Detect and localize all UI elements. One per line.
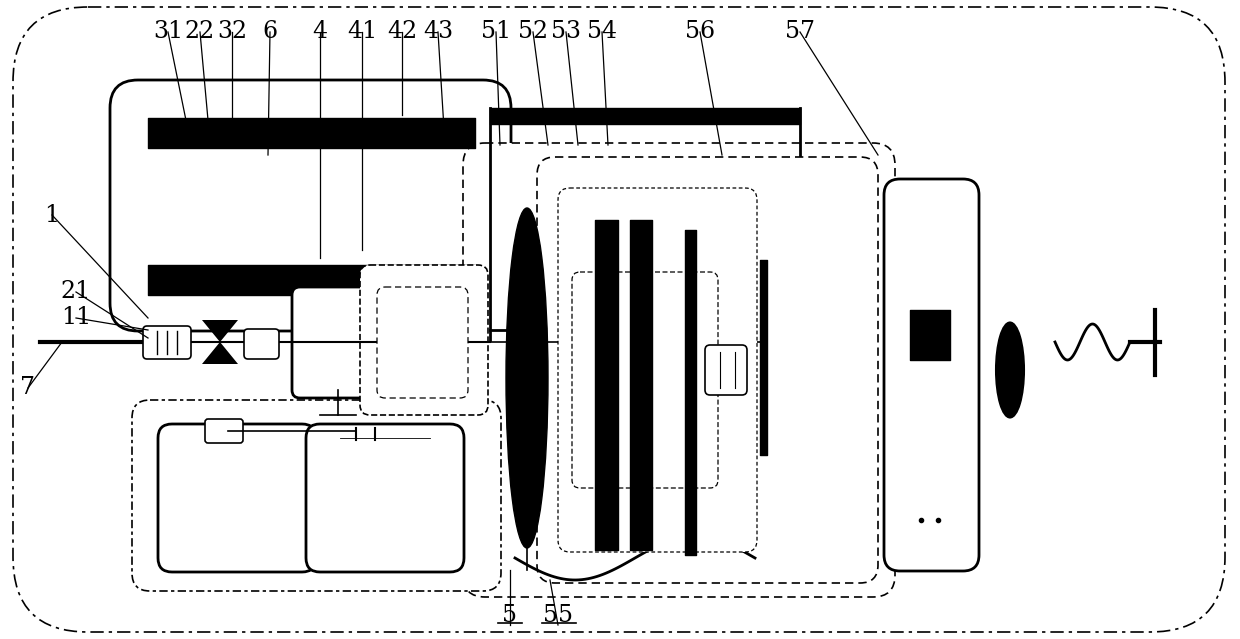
Text: 51: 51 bbox=[481, 20, 511, 43]
FancyBboxPatch shape bbox=[360, 265, 489, 415]
Text: 6: 6 bbox=[263, 20, 278, 43]
FancyBboxPatch shape bbox=[157, 424, 316, 572]
FancyBboxPatch shape bbox=[558, 188, 756, 552]
Text: 21: 21 bbox=[61, 281, 91, 304]
FancyBboxPatch shape bbox=[110, 80, 511, 331]
Text: 32: 32 bbox=[217, 20, 247, 43]
Polygon shape bbox=[202, 342, 238, 364]
Text: 55: 55 bbox=[543, 603, 573, 626]
FancyBboxPatch shape bbox=[244, 329, 279, 359]
FancyBboxPatch shape bbox=[463, 143, 895, 597]
Text: 1: 1 bbox=[45, 203, 60, 226]
Text: 54: 54 bbox=[587, 20, 618, 43]
FancyBboxPatch shape bbox=[291, 287, 391, 398]
FancyBboxPatch shape bbox=[377, 287, 467, 398]
Text: 57: 57 bbox=[785, 20, 815, 43]
Text: 53: 53 bbox=[551, 20, 582, 43]
FancyBboxPatch shape bbox=[572, 272, 718, 488]
FancyBboxPatch shape bbox=[884, 179, 980, 571]
Polygon shape bbox=[202, 320, 238, 342]
Ellipse shape bbox=[506, 208, 548, 548]
Text: 4: 4 bbox=[312, 20, 327, 43]
FancyBboxPatch shape bbox=[143, 326, 191, 359]
Text: 5: 5 bbox=[502, 603, 517, 626]
FancyBboxPatch shape bbox=[706, 345, 746, 395]
Text: 41: 41 bbox=[347, 20, 377, 43]
Text: 56: 56 bbox=[684, 20, 715, 43]
Text: 22: 22 bbox=[185, 20, 215, 43]
Text: 42: 42 bbox=[387, 20, 417, 43]
Ellipse shape bbox=[996, 323, 1024, 417]
FancyBboxPatch shape bbox=[205, 419, 243, 443]
Text: 43: 43 bbox=[423, 20, 453, 43]
Text: 11: 11 bbox=[61, 307, 91, 330]
FancyBboxPatch shape bbox=[131, 400, 501, 591]
Text: 52: 52 bbox=[518, 20, 548, 43]
FancyBboxPatch shape bbox=[537, 157, 878, 583]
FancyBboxPatch shape bbox=[306, 424, 464, 572]
Text: 31: 31 bbox=[153, 20, 184, 43]
Text: 7: 7 bbox=[21, 376, 36, 399]
